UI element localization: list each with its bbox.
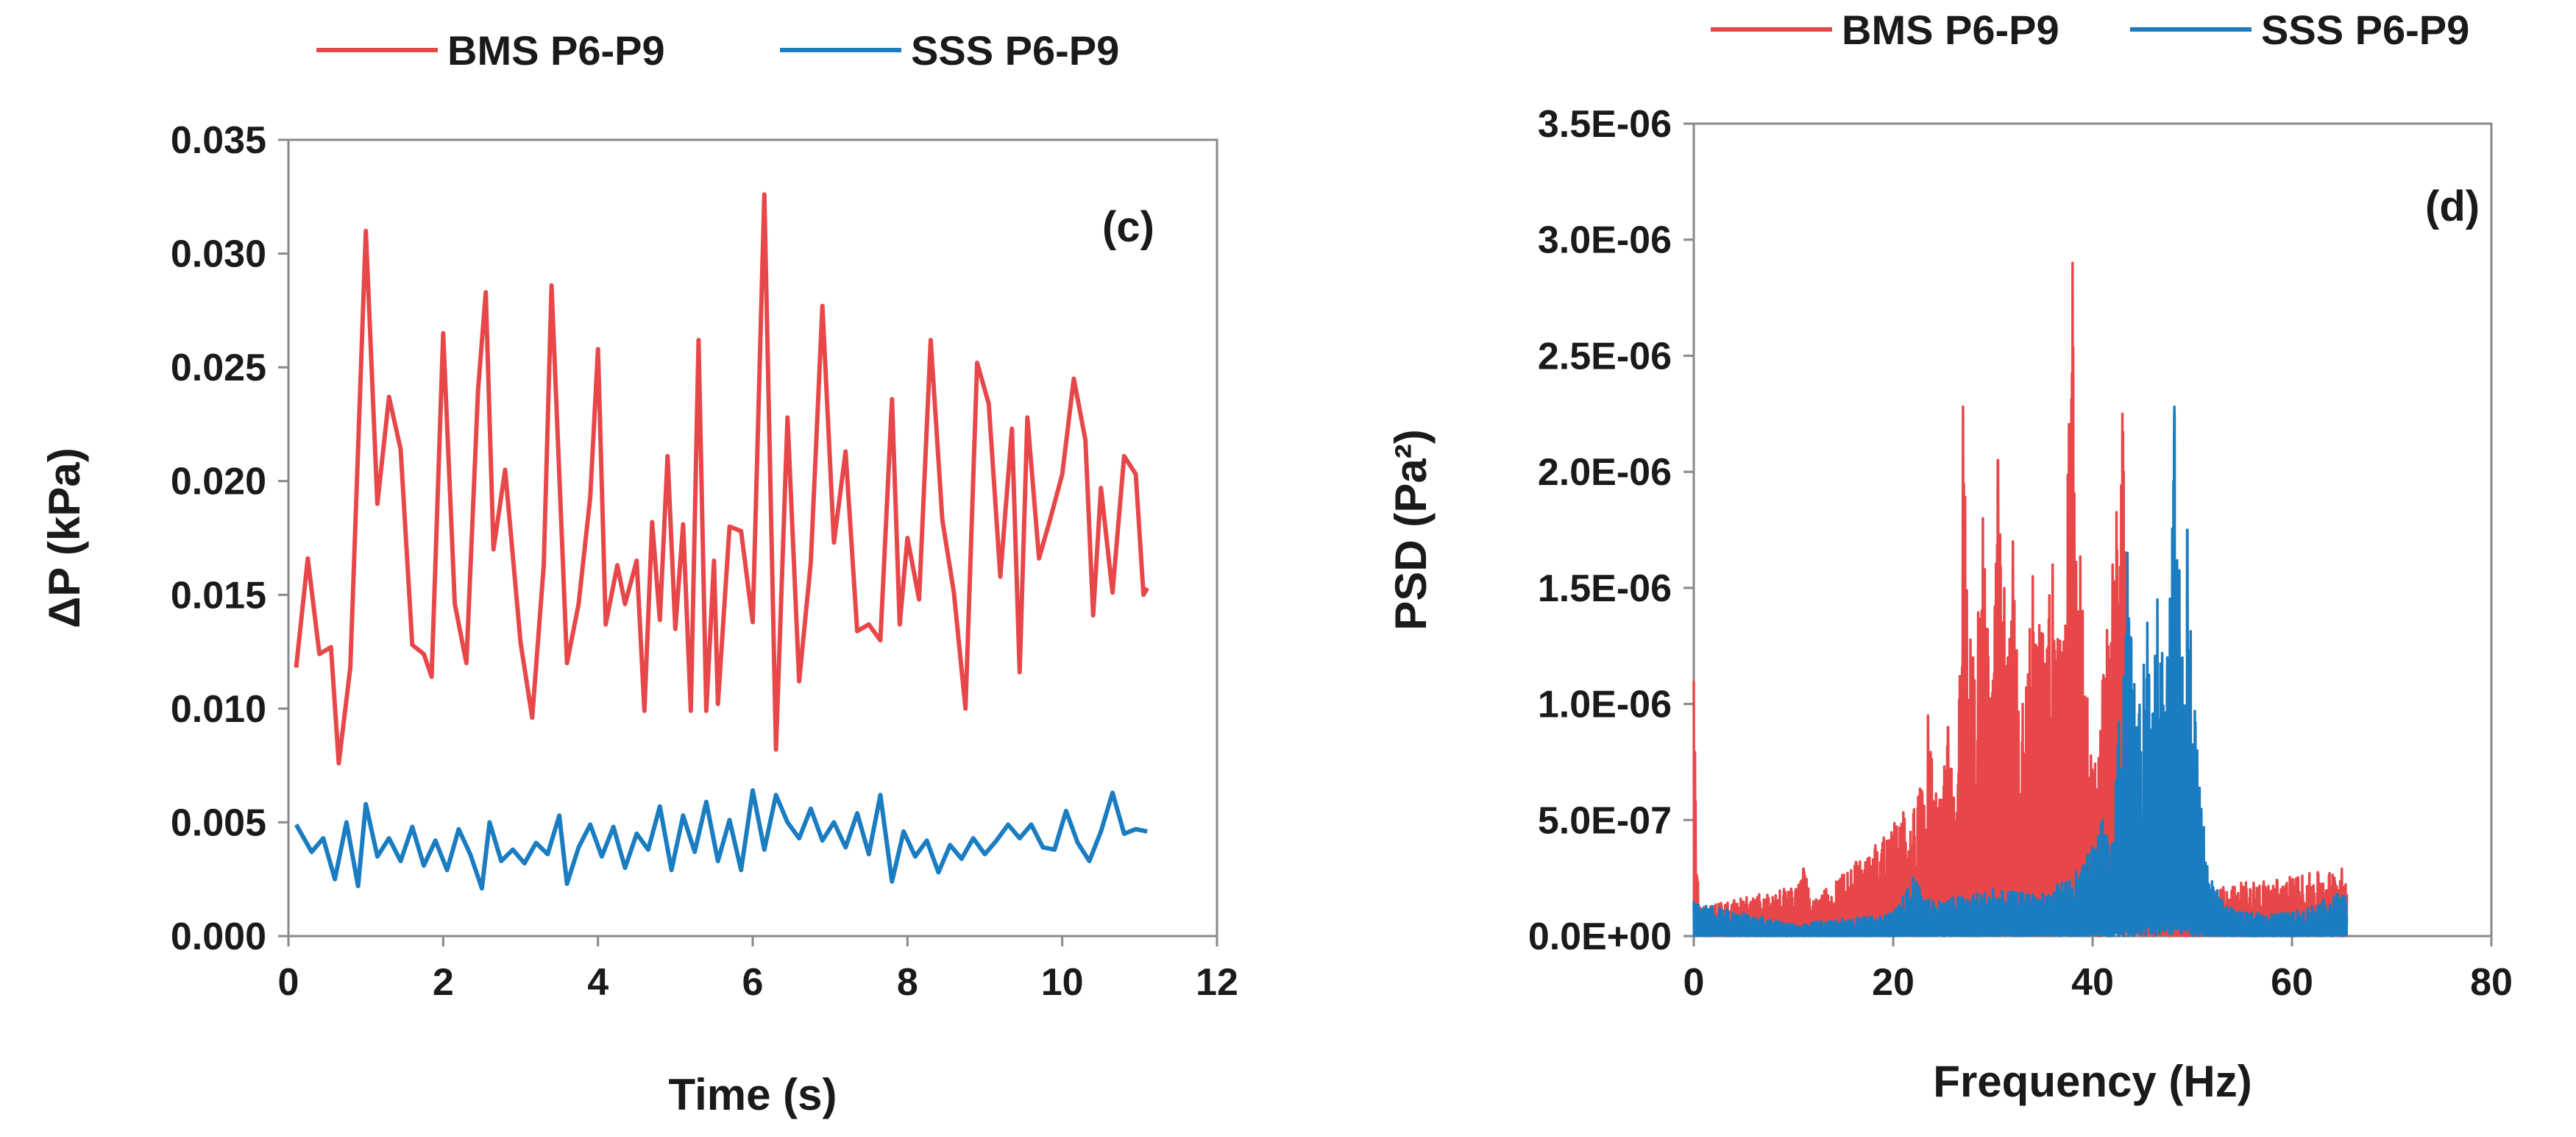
x-tick-label-c: 0 bbox=[278, 961, 299, 1004]
y-tick-label-c: 0.005 bbox=[171, 801, 266, 844]
y-tick-label-c: 0.025 bbox=[171, 347, 266, 389]
y-tick-label-d: 2.5E-06 bbox=[1538, 335, 1672, 378]
y-tick-label-c: 0.010 bbox=[171, 688, 266, 731]
y-tick-label-c: 0.020 bbox=[171, 461, 266, 503]
series-line-bms-d bbox=[1692, 261, 2349, 938]
x-tick-label-d: 60 bbox=[2271, 961, 2313, 1004]
x-ticks-d: 0 20 40 60 80 bbox=[1683, 936, 2513, 1004]
y-tick-label-d: 2.0E-06 bbox=[1538, 451, 1672, 494]
x-tick-label-c: 12 bbox=[1196, 961, 1238, 1004]
y-tick-label-c: 0.000 bbox=[171, 915, 266, 958]
legend-c-sss-label: SSS P6-P9 bbox=[911, 27, 1119, 74]
x-tick-label-d: 40 bbox=[2071, 961, 2114, 1004]
x-tick-label-c: 2 bbox=[433, 961, 454, 1004]
x-tick-label-d: 80 bbox=[2470, 961, 2513, 1004]
series-line-bms-c bbox=[294, 192, 1149, 766]
y-tick-label-d: 1.5E-06 bbox=[1538, 567, 1672, 610]
x-axis-label-c: Time (s) bbox=[669, 1070, 837, 1119]
legend-d-bms-label: BMS P6-P9 bbox=[1842, 7, 2059, 53]
x-axis-label-d: Frequency (Hz) bbox=[1933, 1057, 2252, 1106]
y-tick-label-d: 5.0E-07 bbox=[1538, 799, 1672, 842]
series-line-sss-c bbox=[294, 788, 1148, 891]
x-tick-label-c: 8 bbox=[897, 961, 918, 1004]
y-ticks-c: 0.000 0.005 0.010 0.015 0.020 0.025 0.030 0.035 bbox=[171, 119, 288, 958]
series-line-sss-d bbox=[1692, 405, 2349, 938]
legend-d-sss-label: SSS P6-P9 bbox=[2261, 7, 2469, 53]
y-axis-label-d: PSD (Pa²) bbox=[1386, 429, 1436, 630]
legend-c-bms-label: BMS P6-P9 bbox=[447, 27, 665, 74]
y-tick-label-d: 1.0E-06 bbox=[1538, 684, 1672, 726]
y-tick-label-d: 3.0E-06 bbox=[1538, 219, 1672, 262]
panel-d-psd: BMS P6-P9 SSS P6-P9 0.0E+00 5.0E-07 1.0E-0… bbox=[1386, 7, 2513, 1106]
x-tick-label-c: 6 bbox=[742, 961, 764, 1004]
y-tick-label-d: 3.5E-06 bbox=[1538, 103, 1672, 146]
y-tick-label-d: 0.0E+00 bbox=[1528, 915, 1672, 958]
plot-area-c bbox=[287, 138, 1218, 938]
x-tick-label-d: 0 bbox=[1683, 961, 1705, 1004]
y-tick-label-c: 0.015 bbox=[171, 574, 266, 617]
panel-label-d: (d) bbox=[2425, 183, 2480, 230]
x-tick-label-c: 4 bbox=[587, 961, 608, 1004]
panel-c-time-series: BMS P6-P9 SSS P6-P9 0.000 0.005 0.010 0.015… bbox=[40, 27, 1238, 1119]
legend-c: BMS P6-P9 SSS P6-P9 bbox=[316, 27, 1119, 74]
y-ticks-d: 0.0E+00 5.0E-07 1.0E-06 1.5E-06 2.0E-06 2.5E-… bbox=[1528, 103, 1694, 958]
x-ticks-c: 0 2 4 6 8 10 12 bbox=[278, 936, 1238, 1004]
x-tick-label-c: 10 bbox=[1041, 961, 1084, 1004]
y-tick-label-c: 0.035 bbox=[171, 119, 266, 162]
y-axis-label-c: ΔP (kPa) bbox=[40, 447, 89, 628]
series-c bbox=[294, 192, 1149, 891]
legend-d: BMS P6-P9 SSS P6-P9 bbox=[1711, 7, 2469, 53]
x-tick-label-d: 20 bbox=[1872, 961, 1915, 1004]
y-tick-label-c: 0.030 bbox=[171, 233, 266, 276]
panel-label-c: (c) bbox=[1102, 203, 1154, 251]
series-d bbox=[1692, 261, 2349, 938]
